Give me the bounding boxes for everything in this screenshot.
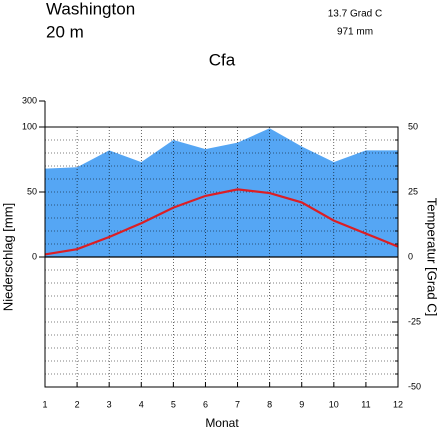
y2-tick-label: 50 xyxy=(408,121,418,131)
x-tick-label: 12 xyxy=(393,399,403,409)
x-tick-label: 2 xyxy=(75,399,80,409)
x-tick-label: 4 xyxy=(139,399,144,409)
x-tick-label: 7 xyxy=(235,399,240,409)
y-tick-label: 100 xyxy=(22,121,37,131)
station: Washington xyxy=(46,0,135,18)
y2-tick-label: 0 xyxy=(408,251,413,261)
climate-class: Cfa xyxy=(209,50,236,69)
y2-tick-label: -25 xyxy=(408,316,421,326)
x-tick-label: 10 xyxy=(329,399,339,409)
y2-tick-label: -50 xyxy=(408,381,421,391)
elevation: 20 m xyxy=(46,22,84,41)
x-tick-label: 3 xyxy=(107,399,112,409)
y-tick-label: 300 xyxy=(22,95,37,105)
x-tick-label: 5 xyxy=(171,399,176,409)
y-tick-label: 50 xyxy=(27,186,37,196)
y-tick-label: 0 xyxy=(32,251,37,261)
x-tick-label: 9 xyxy=(299,399,304,409)
x-tick-label: 8 xyxy=(267,399,272,409)
x-tick-label: 1 xyxy=(42,399,47,409)
annual-precipitation: 971 mm xyxy=(337,27,373,38)
y2-axis-label: Temperatur [Grad C] xyxy=(425,198,439,317)
x-tick-label: 11 xyxy=(361,399,370,409)
y-axis-label: Niederschlag [mm] xyxy=(0,203,15,311)
mean-temperature: 13.7 Grad C xyxy=(328,9,382,20)
y2-tick-label: 25 xyxy=(408,186,418,196)
x-axis-label: Monat xyxy=(205,416,239,430)
temperature-line xyxy=(44,188,399,256)
x-tick-label: 6 xyxy=(203,399,208,409)
